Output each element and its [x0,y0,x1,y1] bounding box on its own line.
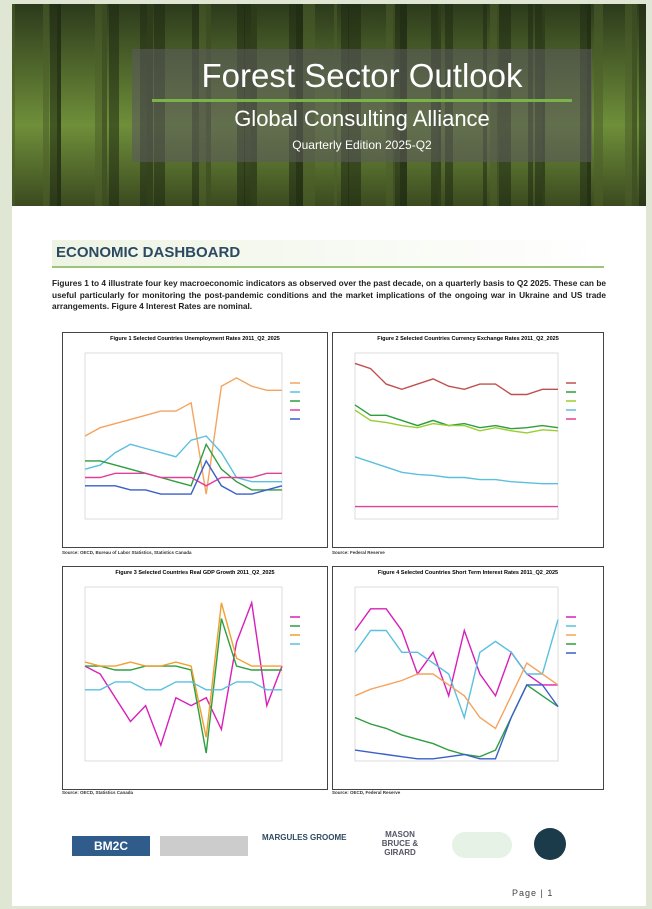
edition: Quarterly Edition 2025-Q2 [132,138,592,152]
figure-source: Source: Federal Reserve [332,550,602,555]
tree-trunk [95,4,107,206]
series-line [355,620,558,718]
rule [152,99,572,102]
header-banner: Forest Sector Outlook Global Consulting … [12,4,646,206]
section-heading: ECONOMIC DASHBOARD [52,240,604,268]
title-box: Forest Sector Outlook Global Consulting … [132,49,592,162]
figure: Figure 3 Selected Countries Real GDP Gro… [62,566,328,790]
series-line [85,436,282,482]
plot-area [355,353,558,519]
series-line [85,603,282,745]
series-line [85,619,282,754]
heading-text: ECONOMIC DASHBOARD [52,244,240,261]
figure: Figure 2 Selected Countries Currency Exc… [332,332,604,548]
series-line [85,444,282,490]
series-line [355,457,558,484]
title: Forest Sector Outlook [132,57,592,95]
series-line [355,363,558,394]
series-line [85,682,282,690]
logo: MARGULES GROOME [262,833,352,842]
logo: BM2C [72,836,150,856]
series-line [355,410,558,433]
tree-trunk [625,4,637,206]
series-line [355,609,558,696]
page: Forest Sector Outlook Global Consulting … [12,4,646,906]
chart [63,333,327,547]
tree-trunk [594,4,603,206]
figure: Figure 4 Selected Countries Short Term I… [332,566,604,790]
tree-trunk [12,4,15,206]
figure-source: Source: OECD, Bureau of Labor Statistics… [62,550,326,555]
tree-trunk [50,4,61,206]
figure-source: Source: OECD, Federal Reserve [332,790,602,795]
figure-source: Source: OECD, Statistics Canada [62,790,326,795]
chart [333,333,603,547]
logo: MASON BRUCE & GIRARD [370,830,430,857]
subtitle: Global Consulting Alliance [132,106,592,132]
tree-trunk [43,4,49,206]
logo-image [452,832,512,858]
chart [333,567,603,789]
figure: Figure 1 Selected Countries Unemployment… [62,332,328,548]
tree-trunk [639,4,646,206]
logo-image [534,828,566,860]
page-number: Page | 1 [512,888,553,898]
logo-image [160,836,248,856]
chart [63,567,327,789]
tree-trunk [109,4,119,206]
intro-text: Figures 1 to 4 illustrate four key macro… [52,278,606,313]
plot-area [85,587,282,761]
